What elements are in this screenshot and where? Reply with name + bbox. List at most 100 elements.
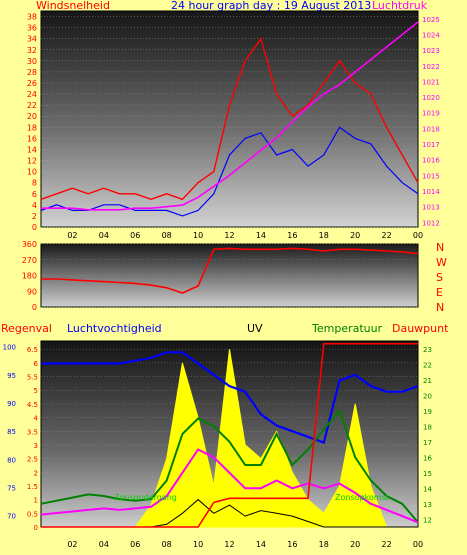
x-tick-label: 02 — [67, 540, 77, 549]
rain-tick-label: 3.5 — [27, 428, 38, 436]
pressure-tick-label: 1019 — [422, 110, 440, 118]
pressure-tick-label: 1022 — [422, 63, 440, 71]
x-tick-label: 22 — [381, 231, 391, 240]
wind-tick-label: 32 — [27, 46, 37, 55]
wind-pressure-series — [40, 21, 419, 217]
rain-tick-label: 5 — [34, 387, 38, 395]
wind-tick-label: 16 — [27, 134, 37, 143]
wind-axis-label: Windsnelheid — [36, 0, 110, 12]
rain-axis-label: Regenval — [1, 322, 52, 335]
bottom-series — [40, 342, 419, 528]
temperature-tick-label: 18 — [423, 423, 432, 431]
x-tick-label: 16 — [287, 540, 297, 549]
wind-tick-label: 6 — [32, 190, 37, 199]
humidity-tick-label: 75 — [7, 485, 16, 493]
x-tick-label: 16 — [287, 231, 297, 240]
rain-tick-label: 0 — [34, 524, 38, 532]
pressure-tick-label: 1021 — [422, 78, 440, 86]
x-axis-ticks-top: 02 04 06 08 10 12 14 16 18 20 22 00 — [67, 231, 423, 240]
wind-tick-label: 20 — [27, 112, 37, 121]
dewpoint-label: Dauwpunt — [392, 322, 449, 335]
pressure-tick-label: 1016 — [422, 157, 440, 165]
rain-tick-label: 6.5 — [27, 346, 38, 354]
compass-point-label: E — [436, 286, 443, 299]
wind-tick-label: 24 — [27, 90, 37, 99]
plot-area-direction — [40, 243, 419, 308]
x-tick-label: 00 — [413, 540, 423, 549]
wind-tick-label: 36 — [27, 24, 37, 33]
temperature-tick-label: 16 — [423, 454, 432, 462]
rain-tick-label: 0.5 — [27, 510, 38, 518]
x-tick-label: 08 — [162, 540, 172, 549]
direction-tick-label: 180 — [22, 272, 37, 281]
x-tick-label: 02 — [67, 231, 77, 240]
humidity-temperature-chart: 70758085909510000.511.522.533.544.555.56… — [1, 322, 449, 549]
rain-tick-label: 2 — [34, 469, 38, 477]
wind-gust-line — [40, 37, 419, 201]
temperature-tick-label: 21 — [423, 377, 432, 385]
x-tick-label: 04 — [99, 231, 109, 240]
temperature-tick-label: 12 — [423, 516, 432, 524]
compass-point-label: N — [436, 241, 444, 254]
temperature-tick-label: 19 — [423, 408, 432, 416]
temperature-tick-label: 13 — [423, 501, 432, 509]
x-tick-label: 18 — [319, 231, 329, 240]
x-axis-ticks-bottom: 02 04 06 08 10 12 14 16 18 20 22 00 — [67, 540, 423, 549]
wind-tick-label: 22 — [27, 101, 37, 110]
wind-tick-label: 38 — [27, 13, 37, 22]
humidity-tick-label: 100 — [3, 344, 16, 352]
temperature-tick-label: 17 — [423, 439, 432, 447]
pressure-tick-label: 1012 — [422, 219, 440, 227]
pressure-tick-label: 1014 — [422, 188, 440, 196]
pressure-tick-label: 1013 — [422, 204, 440, 212]
x-tick-label: 10 — [193, 231, 203, 240]
x-tick-label: 06 — [130, 540, 140, 549]
humidity-tick-label: 70 — [7, 513, 16, 521]
direction-axis-ticks: 0 90 180 270 360 — [22, 240, 37, 312]
wind-tick-label: 30 — [27, 57, 37, 66]
pressure-tick-label: 1015 — [422, 172, 440, 180]
wind-tick-label: 28 — [27, 68, 37, 77]
wind-tick-label: 14 — [27, 145, 37, 154]
rain-tick-label: 1 — [34, 497, 38, 505]
wind-tick-label: 10 — [27, 168, 37, 177]
sunset-annotation: Zonsondergang — [114, 493, 177, 502]
pressure-axis-label: Luchtdruk — [372, 0, 428, 12]
wind-tick-label: 4 — [32, 201, 37, 210]
wind-tick-label: 0 — [32, 223, 37, 232]
sunrise-annotation: Zonsopkomst — [335, 493, 389, 502]
direction-tick-label: 270 — [22, 256, 37, 265]
rain-tick-label: 5.5 — [27, 374, 38, 382]
uv-label: UV — [247, 322, 263, 335]
x-tick-label: 12 — [224, 540, 234, 549]
bottom-axis-ticks: 70 75 80 85 90 95 100 0 0.5 1 1.5 2 2.5 3 3.5 4 4.5 5 5.5 6… — [3, 344, 433, 532]
pressure-tick-label: 1017 — [422, 141, 440, 149]
humidity-tick-label: 90 — [7, 400, 16, 408]
temperature-line — [40, 408, 419, 524]
x-tick-label: 12 — [224, 231, 234, 240]
direction-tick-label: 90 — [27, 287, 37, 296]
direction-tick-label: 360 — [22, 240, 37, 249]
compass-point-label: N — [436, 301, 444, 314]
temperature-label: Temperatuur — [311, 322, 383, 335]
x-tick-label: 10 — [193, 540, 203, 549]
temperature-tick-label: 20 — [423, 392, 432, 400]
dewpoint-line — [40, 448, 419, 524]
humidity-tick-label: 80 — [7, 456, 16, 464]
x-tick-label: 18 — [319, 540, 329, 549]
x-tick-label: 00 — [413, 231, 423, 240]
humidity-line — [41, 351, 419, 444]
humidity-axis-label: Luchtvochtigheid — [67, 322, 162, 335]
rain-tick-label: 4.5 — [27, 401, 38, 409]
humidity-tick-label: 95 — [7, 372, 16, 380]
x-tick-label: 20 — [350, 540, 360, 549]
temperature-tick-label: 23 — [423, 346, 432, 354]
rain-tick-label: 2.5 — [27, 456, 38, 464]
rain-tick-label: 6 — [34, 360, 39, 368]
chart-title: 24 hour graph day : 19 August 2013 — [171, 0, 371, 12]
